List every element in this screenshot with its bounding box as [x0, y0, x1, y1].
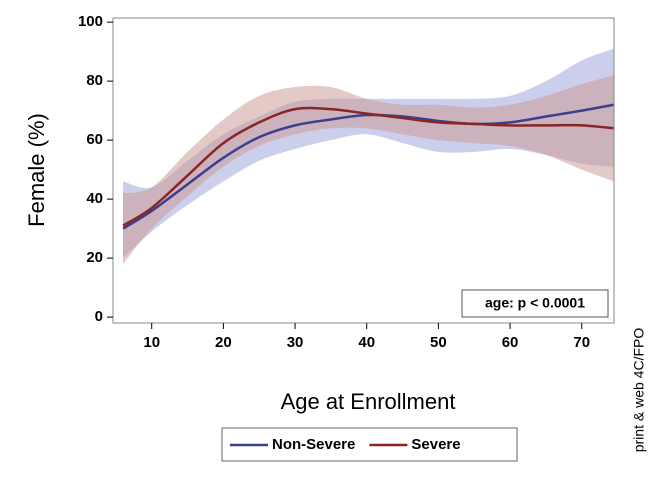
plot [122, 48, 614, 265]
y-tick-label: 40 [86, 190, 103, 207]
confidence-band [123, 75, 614, 265]
y-tick-label: 80 [86, 72, 103, 89]
y-axis-label: Female (%) [24, 113, 49, 227]
y-tick-label: 20 [86, 249, 103, 266]
x-tick-label: 30 [287, 334, 304, 351]
annotation: age: p < 0.0001 [485, 295, 585, 311]
x-tick-label: 50 [430, 334, 447, 351]
x-tick-label: 70 [573, 334, 590, 351]
legend-label: Non-Severe [272, 436, 355, 453]
y-tick-label: 60 [86, 131, 103, 148]
line [122, 106, 614, 227]
side-note: print & web 4C/FPO [631, 328, 647, 453]
x-tick-label: 40 [358, 334, 375, 351]
legend-label: Severe [411, 436, 460, 453]
x-tick-label: 60 [502, 334, 519, 351]
plot-frame [112, 17, 615, 324]
line [122, 103, 614, 230]
y-tick-label: 0 [95, 308, 103, 325]
annotation-box [461, 289, 609, 318]
x-tick-label: 10 [143, 334, 160, 351]
confidence-band [123, 48, 614, 259]
x-axis-label: Age at Enrollment [281, 389, 456, 414]
x-tick-label: 20 [215, 334, 232, 351]
y-tick-label: 100 [78, 13, 103, 30]
